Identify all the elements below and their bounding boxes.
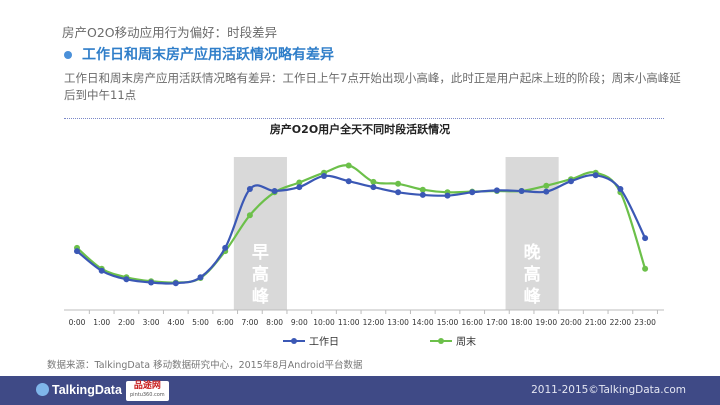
x-tick-label: 17:00 bbox=[486, 318, 508, 327]
data-point bbox=[395, 189, 402, 196]
data-point bbox=[543, 188, 550, 195]
series-工作日 bbox=[74, 172, 649, 287]
talkingdata-logo: TalkingData bbox=[36, 383, 122, 397]
partner-logo: 品途网 pintu360.com bbox=[126, 381, 169, 401]
data-source-note: 数据来源：TalkingData 移动数据研究中心，2015年8月Android… bbox=[47, 360, 363, 371]
data-point bbox=[370, 184, 377, 191]
x-tick-label: 10:00 bbox=[313, 318, 335, 327]
x-tick-label: 6:00 bbox=[217, 318, 234, 327]
x-tick-label: 8:00 bbox=[266, 318, 283, 327]
legend-swatch-marker bbox=[438, 338, 444, 344]
highlight-band-label-char: 峰 bbox=[524, 286, 542, 307]
x-tick-label: 5:00 bbox=[192, 318, 209, 327]
highlight-band-label-char: 高 bbox=[252, 264, 269, 285]
x-tick-label: 2:00 bbox=[118, 318, 135, 327]
breadcrumb: 房产O2O移动应用行为偏好：时段差异 bbox=[62, 25, 278, 40]
x-tick-label: 14:00 bbox=[412, 318, 434, 327]
data-point bbox=[543, 182, 550, 189]
x-tick-label: 18:00 bbox=[511, 318, 533, 327]
highlight-band-label-char: 峰 bbox=[252, 286, 270, 307]
x-tick-label: 7:00 bbox=[241, 318, 258, 327]
data-point bbox=[98, 267, 105, 274]
data-point bbox=[419, 186, 426, 193]
chart-legend: 工作日 周末 bbox=[283, 335, 476, 348]
data-point bbox=[568, 178, 574, 185]
legend-label: 工作日 bbox=[309, 336, 339, 348]
data-point bbox=[271, 188, 278, 194]
data-point bbox=[74, 248, 80, 255]
data-point bbox=[518, 188, 525, 194]
data-point bbox=[296, 184, 303, 191]
data-point bbox=[592, 172, 599, 179]
x-tick-label: 4:00 bbox=[167, 318, 184, 327]
highlight-band-label-char: 高 bbox=[524, 264, 541, 285]
headline-bullet bbox=[64, 51, 72, 59]
talkingdata-logo-icon bbox=[36, 383, 49, 396]
data-point bbox=[642, 235, 649, 242]
data-point bbox=[345, 162, 352, 169]
logo-text: TalkingData bbox=[52, 383, 122, 397]
highlight-band bbox=[505, 157, 559, 310]
x-tick-label: 23:00 bbox=[634, 318, 656, 327]
data-point bbox=[617, 186, 624, 193]
x-tick-label: 13:00 bbox=[387, 318, 409, 327]
x-tick-label: 22:00 bbox=[610, 318, 632, 327]
dotted-divider bbox=[64, 118, 664, 119]
data-point bbox=[321, 172, 327, 179]
x-tick-label: 21:00 bbox=[585, 318, 607, 327]
x-tick-label: 19:00 bbox=[535, 318, 557, 327]
legend-label: 周末 bbox=[456, 335, 476, 348]
data-point bbox=[444, 192, 451, 199]
data-point bbox=[222, 244, 229, 251]
data-point bbox=[296, 179, 303, 186]
data-point bbox=[493, 187, 500, 194]
page-title: 工作日和周末房产应用活跃情况略有差异 bbox=[82, 47, 334, 63]
data-point bbox=[370, 178, 377, 185]
data-point bbox=[469, 189, 476, 196]
x-tick-label: 11:00 bbox=[338, 318, 360, 327]
highlight-band bbox=[233, 157, 287, 310]
x-tick-label: 16:00 bbox=[461, 318, 483, 327]
footer-bar: TalkingData 品途网 pintu360.com 2011-2015©T… bbox=[0, 376, 720, 405]
x-tick-label: 1:00 bbox=[93, 318, 110, 327]
legend-swatch-marker bbox=[291, 338, 297, 344]
series-周末 bbox=[74, 162, 649, 286]
x-tick-label: 15:00 bbox=[437, 318, 459, 327]
data-point bbox=[419, 191, 426, 198]
highlight-band-label-char: 晚 bbox=[524, 242, 541, 263]
x-tick-label: 0:00 bbox=[69, 318, 86, 327]
data-point bbox=[148, 279, 155, 286]
data-point bbox=[123, 276, 130, 283]
x-tick-label: 12:00 bbox=[363, 318, 385, 327]
partner-domain: pintu360.com bbox=[130, 392, 165, 398]
x-tick-label: 20:00 bbox=[560, 318, 582, 327]
data-point bbox=[246, 186, 253, 193]
series-lines bbox=[74, 162, 649, 287]
data-point bbox=[395, 180, 402, 187]
data-point bbox=[197, 274, 204, 281]
partner-name: 品途网 bbox=[133, 381, 161, 391]
data-point bbox=[246, 212, 253, 219]
data-point bbox=[172, 280, 179, 287]
data-point bbox=[642, 265, 649, 272]
page-description: 工作日和周末房产应用活跃情况略有差异：工作日上午7点开始出现小高峰，此时正是用户… bbox=[64, 71, 681, 102]
x-axis: 0:00 1:00 2:00 3:00 4:00 5:00 6:00 7:00 8:00 9:00… bbox=[64, 309, 664, 327]
x-tick-label: 9:00 bbox=[291, 318, 308, 327]
chart-title: 房产O2O用户全天不同时段活跃情况 bbox=[269, 123, 451, 136]
x-tick-label: 3:00 bbox=[143, 318, 160, 327]
series-line bbox=[76, 173, 647, 285]
highlight-band-label-char: 早 bbox=[252, 243, 269, 263]
series-line bbox=[76, 164, 647, 284]
data-point bbox=[345, 178, 352, 185]
copyright: 2011-2015©TalkingData.com bbox=[531, 384, 686, 396]
